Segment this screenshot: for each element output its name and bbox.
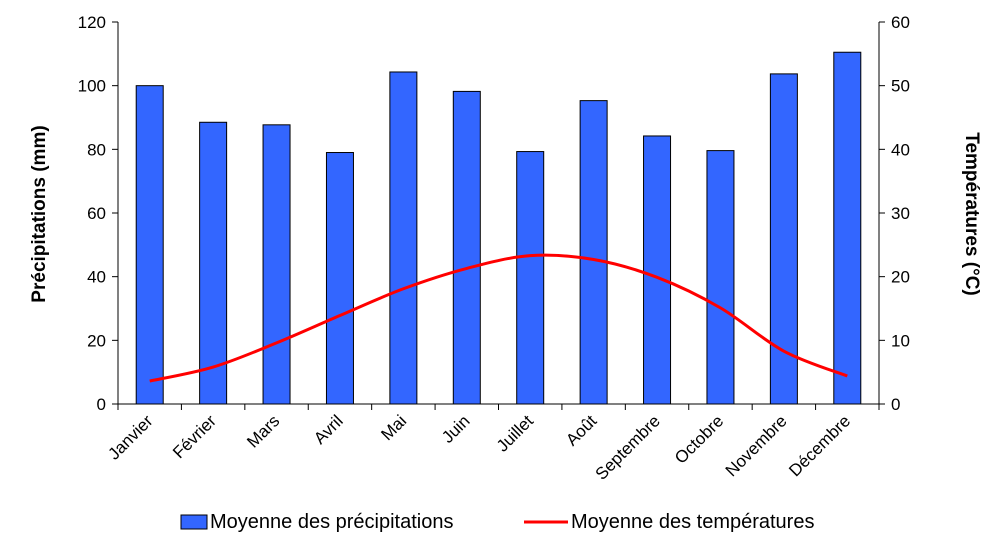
- bar-precipitation: [452, 90, 481, 405]
- legend: Moyenne des précipitations Moyenne des t…: [180, 511, 814, 533]
- y-tick-label-right: 10: [891, 331, 910, 350]
- bar-precipitation: [135, 85, 164, 405]
- legend-label-precipitations: Moyenne des précipitations: [210, 511, 453, 533]
- y-tick-label-left: 20: [87, 331, 106, 350]
- bar-precipitation: [199, 121, 228, 405]
- y-axis-title-left: Précipitations (mm): [29, 125, 50, 302]
- bar-precipitation: [579, 100, 608, 405]
- x-tick-label: Octobre: [671, 411, 727, 467]
- y-tick-label-right: 50: [891, 77, 910, 96]
- line-layer: [149, 253, 848, 383]
- y-tick-label-left: 120: [78, 13, 106, 32]
- bar-precipitation: [706, 150, 735, 405]
- y-tick-label-right: 20: [891, 268, 910, 287]
- y-axis-title-right: Températures (°C): [961, 132, 982, 296]
- x-tick-label: Février: [169, 411, 220, 462]
- y-tick-label-left: 0: [97, 395, 106, 414]
- bar-precipitation: [643, 135, 672, 405]
- legend-swatch-precipitations: [180, 514, 208, 530]
- legend-label-temperatures: Moyenne des températures: [571, 511, 814, 533]
- x-tick-label: Novembre: [722, 411, 791, 480]
- bar-precipitation: [262, 124, 291, 405]
- y-tick-label-right: 0: [891, 395, 900, 414]
- x-tick-label: Septembre: [592, 411, 664, 483]
- x-tick-label: Août: [562, 411, 600, 449]
- x-tick-label: Mai: [377, 411, 410, 444]
- y-tick-label-right: 60: [891, 13, 910, 32]
- bars-layer: [135, 51, 862, 405]
- bar-precipitation: [833, 51, 862, 405]
- bar-precipitation: [325, 152, 354, 405]
- y-tick-label-right: 40: [891, 140, 910, 159]
- y-tick-label-left: 80: [87, 140, 106, 159]
- x-tick-label: Décembre: [785, 411, 854, 480]
- x-tick-label: Juin: [438, 411, 473, 446]
- x-tick-label: Juillet: [493, 411, 537, 455]
- x-tick-label: Avril: [310, 411, 347, 448]
- axes-layer: [112, 21, 885, 410]
- bar-precipitation: [769, 73, 798, 405]
- y-tick-label-left: 60: [87, 204, 106, 223]
- bar-precipitation: [516, 151, 545, 405]
- line-temperature: [149, 253, 848, 383]
- y-tick-label-left: 100: [78, 77, 106, 96]
- y-tick-label-left: 40: [87, 268, 106, 287]
- y-tick-label-right: 30: [891, 204, 910, 223]
- bar-precipitation: [389, 71, 418, 405]
- x-tick-label: Mars: [243, 411, 283, 451]
- x-tick-label: Janvier: [104, 411, 156, 463]
